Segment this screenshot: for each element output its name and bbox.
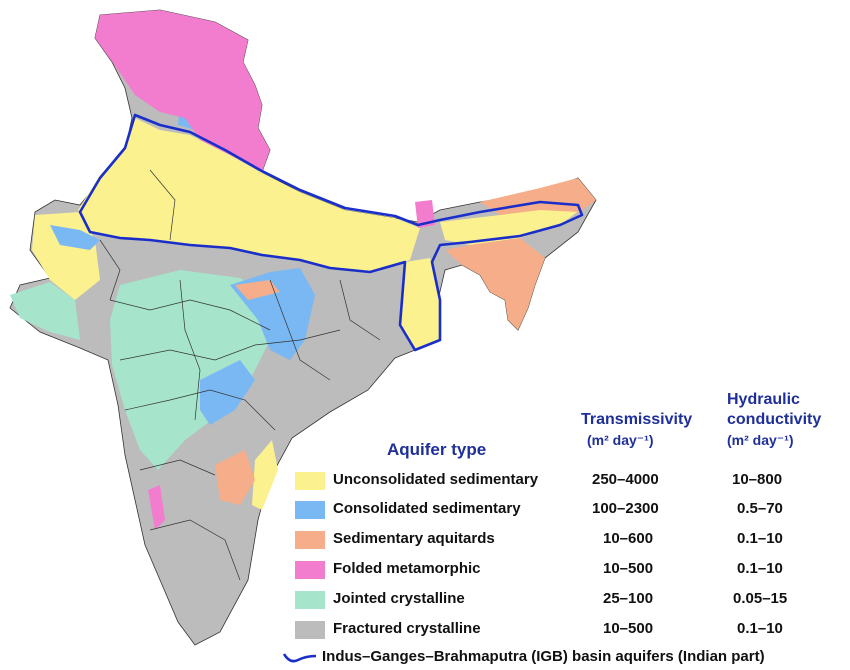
sedimentary-aquitards-south	[215, 450, 255, 505]
igb-basin-outline	[78, 113, 584, 352]
col-header-transmissivity: Transmissivity (m² day⁻¹)	[581, 410, 692, 450]
conductivity-unit: (m² day⁻¹)	[727, 432, 794, 448]
legend-row-igb: Indus–Ganges–Brahmaputra (IGB) basin aqu…	[282, 648, 850, 668]
swatch-jointed	[295, 591, 325, 609]
conductivity-value: 0.1–10	[737, 530, 783, 547]
conductivity-label-2: conductivity	[727, 411, 822, 428]
transmissivity-label: Transmissivity	[581, 411, 693, 428]
swatch-aquitards	[295, 531, 325, 549]
legend-label: Jointed crystalline	[333, 590, 465, 607]
unconsolidated-sedimentary-eastcoast	[252, 440, 278, 510]
igb-line-swatch	[282, 653, 317, 663]
legend-row-fractured: Fractured crystalline 10–500 0.1–10	[295, 619, 835, 641]
legend-label: Folded metamorphic	[333, 560, 481, 577]
transmissivity-value: 25–100	[603, 590, 654, 607]
legend-row-unconsolidated: Unconsolidated sedimentary 250–4000 10–8…	[295, 470, 835, 492]
col-header-conductivity: Hydraulic conductivity (m² day⁻¹)	[727, 390, 821, 450]
folded-metamorphic-western-ghats	[148, 485, 165, 530]
conductivity-value: 0.1–10	[737, 560, 783, 577]
legend-label: Consolidated sedimentary	[333, 500, 521, 517]
legend-row-aquitards: Sedimentary aquitards 10–600 0.1–10	[295, 529, 835, 551]
folded-metamorphic-himalaya	[95, 10, 270, 172]
jointed-crystalline-west	[10, 282, 80, 340]
legend-row-consolidated: Consolidated sedimentary 100–2300 0.5–70	[295, 499, 835, 521]
igb-label: Indus–Ganges–Brahmaputra (IGB) basin aqu…	[322, 648, 765, 665]
sedimentary-aquitards-central	[235, 280, 280, 300]
transmissivity-value: 10–500	[603, 620, 654, 637]
unconsolidated-sedimentary-bengal	[400, 258, 440, 350]
legend-label: Sedimentary aquitards	[333, 530, 495, 547]
legend-label: Fractured crystalline	[333, 620, 481, 637]
transmissivity-value: 100–2300	[592, 500, 659, 517]
legend-row-jointed: Jointed crystalline 25–100 0.05–15	[295, 589, 835, 611]
unconsolidated-sedimentary-plain	[78, 118, 420, 272]
transmissivity-value: 250–4000	[592, 471, 659, 488]
unconsolidated-sedimentary-assam	[440, 205, 580, 245]
consolidated-sedimentary-godavari	[200, 360, 255, 425]
transmissivity-unit: (m² day⁻¹)	[587, 432, 654, 448]
swatch-consolidated	[295, 501, 325, 519]
state-boundaries	[99, 169, 381, 581]
swatch-fractured	[295, 621, 325, 639]
conductivity-value: 10–800	[732, 471, 783, 488]
conductivity-label-1: Hydraulic	[727, 391, 800, 408]
consolidated-sedimentary-west	[50, 225, 100, 250]
legend-label: Unconsolidated sedimentary	[333, 471, 539, 488]
swatch-folded	[295, 561, 325, 579]
jointed-crystalline-central	[110, 270, 275, 470]
conductivity-value: 0.05–15	[733, 590, 788, 607]
legend-title: Aquifer type	[387, 440, 487, 459]
swatch-unconsolidated	[295, 472, 325, 490]
sedimentary-aquitards-northeast	[445, 238, 545, 330]
conductivity-value: 0.5–70	[737, 500, 783, 517]
transmissivity-value: 10–600	[603, 530, 654, 547]
legend-row-folded: Folded metamorphic 10–500 0.1–10	[295, 559, 835, 581]
sedimentary-aquitards-arunachal	[480, 178, 596, 215]
transmissivity-value: 10–500	[603, 560, 654, 577]
conductivity-value: 0.1–10	[737, 620, 783, 637]
